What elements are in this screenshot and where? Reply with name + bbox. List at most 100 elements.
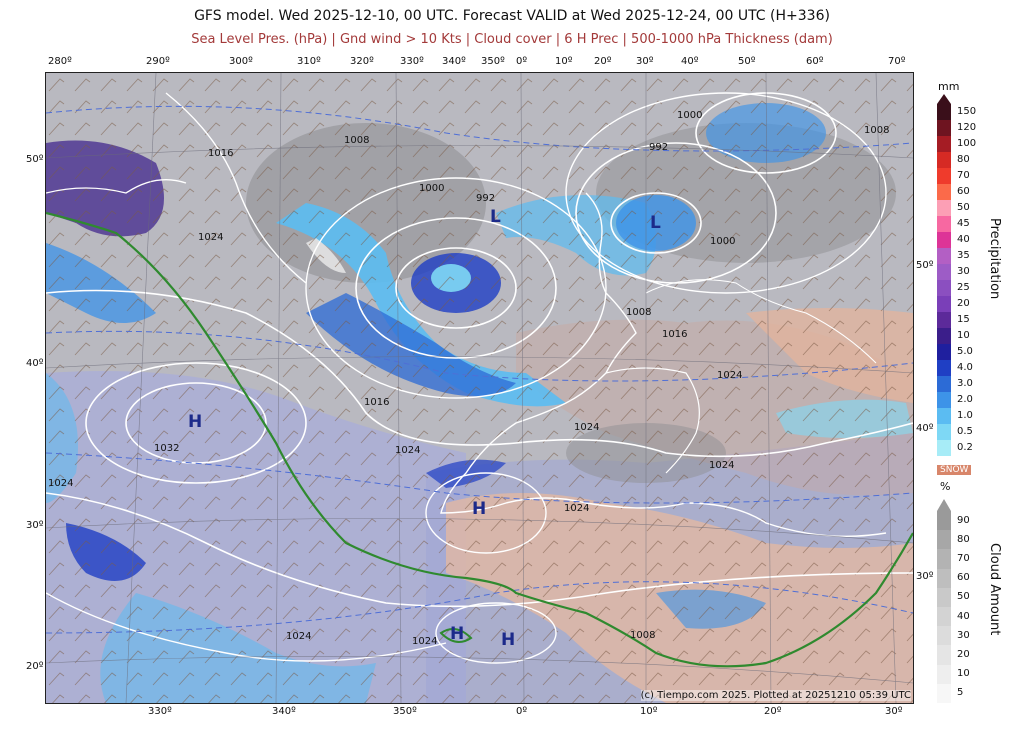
precip-value: 50 [957, 202, 970, 213]
precip-swatch [937, 328, 951, 344]
bottom-lon-label: 10º [640, 706, 658, 717]
precip-value: 35 [957, 250, 970, 261]
isobar-label: 1000 [419, 183, 445, 194]
precip-unit: mm [938, 80, 960, 93]
top-lon-label: 50º [738, 56, 756, 67]
precip-swatch [937, 120, 951, 136]
cloud-arrow [937, 499, 951, 511]
thickness-line [46, 581, 913, 634]
top-lon-label: 60º [806, 56, 824, 67]
wind-barb-field [46, 73, 913, 703]
high-pressure-center: H [188, 412, 203, 432]
cloud-swatch [937, 645, 951, 665]
isobar-label: 1008 [344, 135, 370, 146]
thickness-line [46, 452, 913, 504]
top-lon-label: 280º [48, 56, 72, 67]
cloud-swatch [937, 530, 951, 550]
precip-swatch [937, 296, 951, 312]
precip-value: 30 [957, 266, 970, 277]
high-pressure-center: H [472, 499, 487, 519]
isobar [610, 192, 702, 254]
isobar [575, 142, 777, 284]
top-lon-label: 330º [400, 56, 424, 67]
precip-value: 2.0 [957, 394, 973, 405]
precip-swatch [937, 264, 951, 280]
isobar-label: 992 [649, 142, 669, 153]
precip-value: 100 [957, 138, 977, 149]
isobar [565, 92, 887, 294]
coastline [46, 179, 187, 194]
cloud-swatch [937, 549, 951, 569]
freezing-level-line [439, 628, 473, 643]
cloud-value: 60 [957, 572, 970, 584]
top-lon-label: 310º [297, 56, 321, 67]
top-lon-label: 0º [516, 56, 528, 67]
precip-swatch [937, 360, 951, 376]
isobar-label: 1000 [677, 110, 703, 121]
top-lon-label: 290º [146, 56, 170, 67]
cloud-swatch [937, 664, 951, 684]
isobar [305, 177, 607, 399]
cloud-swatch [937, 587, 951, 607]
precip-swatch [937, 200, 951, 216]
cloud-value: 30 [957, 629, 970, 641]
cloud-value: 50 [957, 591, 970, 603]
chart-title: GFS model. Wed 2025-12-10, 00 UTC. Forec… [194, 8, 830, 24]
isobar [355, 217, 557, 359]
top-lon-label: 300º [229, 56, 253, 67]
top-lon-label: 350º [481, 56, 505, 67]
precip-value: 0.2 [957, 442, 973, 453]
coastline [440, 192, 887, 538]
chart-subtitle: Sea Level Pres. (hPa) | Gnd wind > 10 Kt… [191, 32, 833, 47]
cloud-value: 40 [957, 610, 970, 622]
isobar-label: 1024 [48, 478, 74, 489]
precip-swatch [937, 312, 951, 328]
left-lat-label: 30º [26, 520, 44, 531]
left-lat-label: 20º [26, 661, 44, 672]
precip-value: 120 [957, 122, 977, 133]
isobar-label: 992 [476, 193, 496, 204]
precip-legend-label: Precipitation [987, 218, 1002, 300]
cloud-value: 90 [957, 514, 970, 526]
isobar-label: 1016 [208, 148, 234, 159]
isobar [85, 362, 307, 484]
precip-swatch [937, 168, 951, 184]
left-lat-label: 40º [26, 358, 44, 369]
precip-swatch [937, 392, 951, 408]
isobar-label: 1032 [154, 443, 180, 454]
precip-value: 3.0 [957, 378, 973, 389]
cloud-swatch [937, 626, 951, 646]
map-canvas [46, 73, 913, 703]
precip-swatch [937, 248, 951, 264]
bottom-lon-label: 30º [885, 706, 903, 717]
low-pressure-center: L [650, 213, 661, 233]
precip-swatch [937, 344, 951, 360]
top-lon-label: 40º [681, 56, 699, 67]
isobar [46, 492, 913, 608]
precip-value: 150 [957, 106, 977, 117]
cloud-swatch [937, 511, 951, 531]
copyright-notice: (c) Tiempo.com 2025. Plotted at 20251210… [640, 690, 911, 701]
snow-label: SNOW [937, 465, 972, 475]
isobar-label: 1024 [709, 460, 735, 471]
precip-swatch [937, 280, 951, 296]
isobar [425, 472, 547, 554]
precip-value: 5.0 [957, 346, 973, 357]
weather-map: 1016 1008 1000 992 1000 992 1008 1024 10… [45, 72, 914, 704]
isobar [395, 247, 517, 329]
precip-swatch [937, 424, 951, 440]
precip-value: 60 [957, 186, 970, 197]
bottom-lon-label: 330º [148, 706, 172, 717]
bottom-lon-label: 350º [393, 706, 417, 717]
precip-swatch [937, 232, 951, 248]
top-lon-label: 70º [888, 56, 906, 67]
cloud-swatch [937, 683, 951, 703]
precip-value: 40 [957, 234, 970, 245]
precip-swatch [937, 408, 951, 424]
graticule [46, 73, 913, 703]
precip-value: 20 [957, 298, 970, 309]
precip-swatch [937, 216, 951, 232]
isobar-label: 1024 [574, 422, 600, 433]
isobar-label: 1008 [864, 125, 890, 136]
isobar-label: 1024 [198, 232, 224, 243]
